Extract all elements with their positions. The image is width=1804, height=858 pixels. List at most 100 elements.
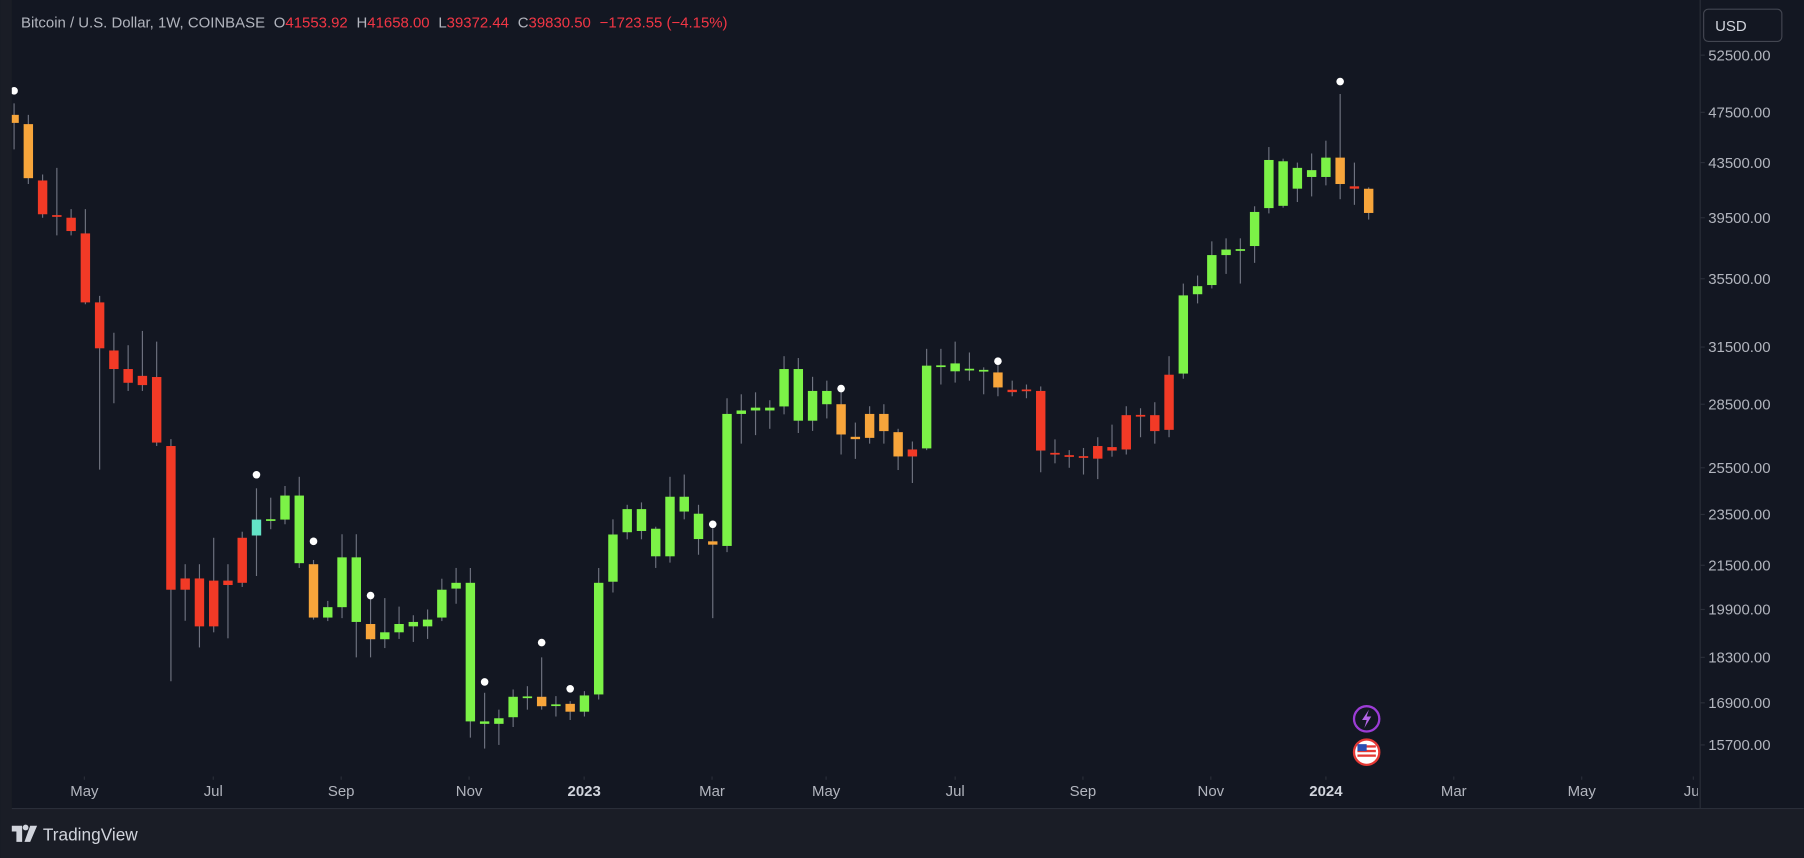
symbol-legend: Bitcoin / U.S. Dollar, 1W, COINBASE O415… [21, 15, 728, 32]
candle-body [137, 375, 148, 386]
candle-body [337, 557, 347, 608]
candle-body [437, 589, 447, 618]
candle-body [1007, 389, 1017, 393]
candle-body [765, 407, 775, 411]
candle-body [879, 413, 889, 432]
candle-body [109, 350, 119, 370]
candle-body [1064, 455, 1074, 457]
y-tick-label: 23500.00 [1708, 507, 1770, 524]
signal-marker [566, 685, 574, 693]
brand-logo [11, 824, 38, 842]
candle-body [323, 607, 333, 618]
flag-canton [1357, 744, 1367, 752]
y-tick-label: 39500.00 [1708, 210, 1770, 227]
y-axis: 52500.00 47500.00 43500.00 39500.00 35500.00… [1700, 47, 1771, 754]
x-tick-label: Jul [946, 783, 965, 800]
candle-body [37, 180, 48, 215]
candle-body [1050, 452, 1060, 455]
candle-body [964, 368, 975, 371]
candle-body [950, 363, 960, 372]
candle-body [1135, 414, 1146, 417]
x-tick-label: Jul [204, 783, 223, 800]
brand[interactable]: TradingView [11, 824, 139, 845]
legend-value: 39830.50 [529, 15, 591, 32]
candle-body [779, 369, 789, 407]
candle-body [693, 513, 704, 540]
x-tick-label: Nov [456, 783, 483, 800]
candle-body [408, 621, 419, 627]
signal-marker [1336, 77, 1344, 86]
economic-event-icon[interactable] [1352, 738, 1381, 766]
candle-body [1278, 161, 1288, 206]
candle-body [522, 696, 533, 699]
candle-body [936, 365, 946, 368]
candle-body [223, 580, 233, 586]
currency-box [1703, 8, 1783, 42]
candle-body [1264, 159, 1274, 209]
candle-body [579, 695, 590, 712]
candle-body [1164, 374, 1174, 430]
candle-body [494, 718, 504, 724]
candle-body [864, 413, 875, 438]
candle-body [194, 578, 205, 627]
candle-body [708, 541, 718, 545]
plot-background [11, 0, 1804, 809]
candle-body [365, 624, 376, 640]
legend-value: 41658.00 [367, 15, 429, 32]
legend-change: −1723.55 (−4.15%) [600, 15, 728, 32]
candle-body [52, 215, 62, 217]
signal-marker [11, 87, 18, 95]
candle-body [237, 537, 247, 583]
candle-body [23, 124, 34, 179]
candle-body [11, 114, 19, 123]
candle-body [1093, 446, 1103, 459]
plot-area [11, 77, 1374, 749]
legend-prefix: H [357, 15, 368, 32]
legend-prefix: C [518, 15, 529, 32]
x-tick-label: Jul [1684, 783, 1703, 800]
candle-body [451, 582, 461, 589]
candle-body [921, 365, 932, 449]
y-tick-label: 35500.00 [1708, 271, 1770, 288]
candle-body [1321, 157, 1331, 177]
candle-body [1349, 186, 1360, 189]
candle-body [1249, 211, 1260, 247]
candle-body [1306, 170, 1317, 177]
candle-body [651, 528, 661, 557]
x-tick-label: May [1568, 783, 1597, 800]
x-tick-label: Sep [328, 783, 355, 800]
candle-body [1292, 167, 1303, 189]
x-axis: May Jul Sep Nov 2023 Mar May Jul Sep Nov 2024 Mar Ma… [70, 776, 1703, 800]
x-tick-label: May [70, 783, 99, 800]
candle-body [978, 369, 989, 372]
y-tick-label: 16900.00 [1708, 695, 1770, 712]
y-tick-label: 31500.00 [1708, 339, 1770, 356]
candle-body [266, 519, 276, 521]
y-tick-label: 52500.00 [1708, 47, 1770, 64]
candle-body [822, 390, 832, 405]
candle-body [551, 704, 561, 707]
x-tick-label: Nov [1198, 783, 1225, 800]
currency-button[interactable]: USD [1703, 8, 1783, 42]
candle-body [893, 432, 903, 457]
candle-body [593, 582, 604, 695]
event-icon[interactable] [1352, 705, 1381, 733]
x-tick-label: 2023 [568, 783, 601, 800]
candle-body [422, 619, 433, 627]
candle-body [180, 578, 190, 590]
candle-body [1178, 295, 1189, 374]
signal-marker [537, 638, 546, 647]
candle-body [1192, 286, 1203, 295]
candle-body [80, 233, 91, 303]
candle-body [394, 624, 404, 633]
candle-body [151, 377, 162, 443]
candle-body [166, 446, 176, 590]
candle-body [123, 369, 133, 383]
candle-body [608, 534, 618, 582]
signal-marker [994, 357, 1002, 365]
signal-marker [366, 591, 375, 600]
candle-body [308, 564, 319, 618]
candle-body [94, 302, 105, 349]
candle-body [1150, 415, 1160, 432]
